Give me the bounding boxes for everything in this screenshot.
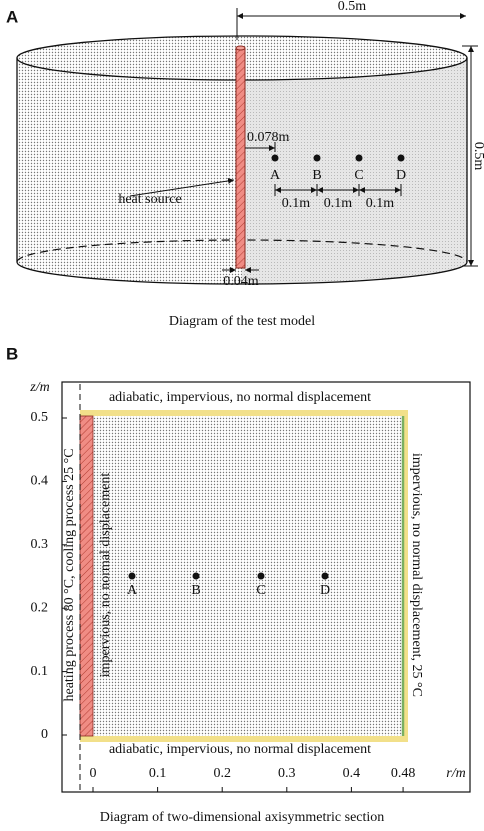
point-label: D	[320, 583, 330, 598]
x-tick-label: 0.1	[149, 766, 167, 781]
pointer	[129, 177, 235, 197]
cylinder-bottom	[16, 261, 468, 285]
panel-label: B	[6, 344, 18, 363]
point-label: A	[127, 583, 138, 598]
x-tick-label: 0.2	[213, 766, 231, 781]
dimension-label: 0.1m	[324, 196, 353, 211]
dimension-label: 0.1m	[282, 196, 311, 211]
point-label: C	[354, 168, 363, 183]
point-label: A	[270, 168, 281, 183]
x-axis-label: r/m	[446, 766, 465, 781]
panel-label: A	[6, 7, 18, 26]
point	[257, 572, 265, 580]
caption: Diagram of the test model	[169, 314, 315, 329]
point	[192, 572, 200, 580]
dimension-label: 0.04m	[223, 274, 259, 289]
cylinder-right	[242, 58, 467, 284]
point-label: B	[191, 583, 200, 598]
x-tick-label: 0	[90, 766, 97, 781]
boundary-label: adiabatic, impervious, no normal displac…	[109, 390, 371, 405]
caption: Diagram of two-dimensional axisymmetric …	[100, 810, 385, 825]
x-tick-label: 0.3	[278, 766, 296, 781]
y-tick-label: 0.2	[31, 600, 49, 615]
point	[271, 154, 279, 162]
dimension-label: 0.078m	[247, 130, 290, 145]
point	[397, 154, 405, 162]
heat-rod	[235, 47, 246, 269]
point	[321, 572, 329, 580]
point	[313, 154, 321, 162]
point-label: B	[312, 168, 321, 183]
y-tick-label: 0	[41, 727, 48, 742]
heat-source-strip	[79, 415, 94, 737]
point	[355, 154, 363, 162]
boundary-label: impervious, no normal displacement, 25 °…	[409, 453, 424, 697]
y-axis-label: z/m	[29, 380, 49, 395]
point-label: C	[256, 583, 265, 598]
boundary-label: heating process 80 °C, cooling process 2…	[62, 448, 77, 701]
cylinder-left	[17, 58, 242, 284]
y-tick-label: 0.3	[31, 537, 49, 552]
heat-source-label: heat source	[118, 192, 181, 207]
y-tick-label: 0.4	[31, 474, 49, 489]
y-tick-label: 0.5	[31, 410, 49, 425]
y-tick-label: 0.1	[31, 664, 49, 679]
boundary-label: impervious, no normal displacement	[98, 473, 113, 678]
x-tick-label: 0.4	[343, 766, 361, 781]
dimension-label: 0.5m	[338, 0, 367, 14]
heat-rod-top	[235, 45, 246, 51]
point-label: D	[396, 168, 406, 183]
dimension-label: 0.5m	[471, 142, 484, 171]
point	[128, 572, 136, 580]
domain	[80, 410, 408, 742]
x-tick-label: 0.48	[391, 766, 416, 781]
dimension-label: 0.1m	[366, 196, 395, 211]
boundary-label: adiabatic, impervious, no normal displac…	[109, 742, 371, 757]
